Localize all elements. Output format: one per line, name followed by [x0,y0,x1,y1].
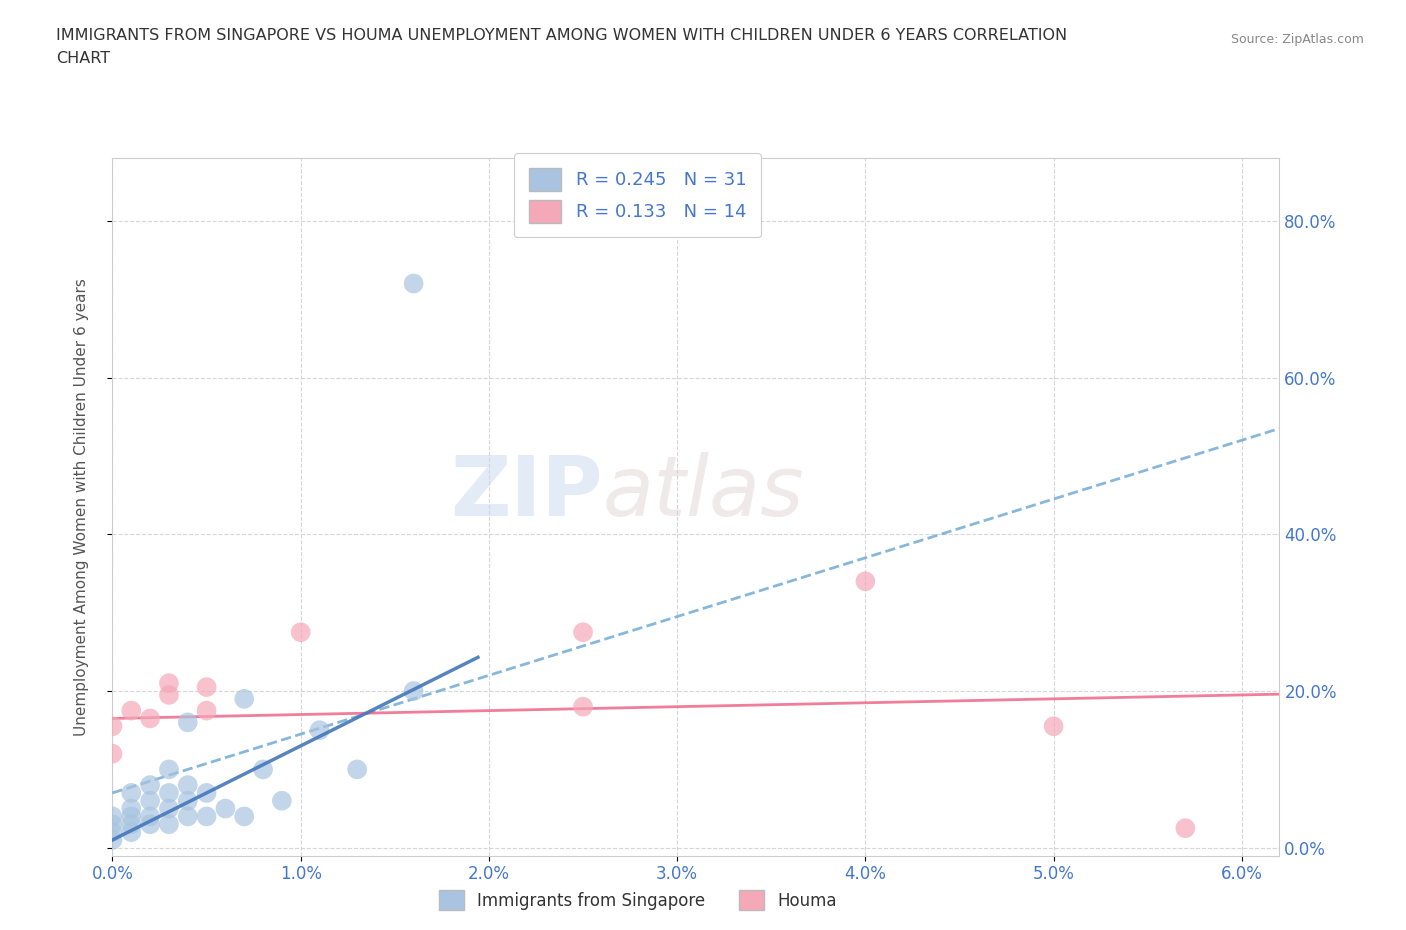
Point [308,723,330,737]
Point [120,703,142,718]
Point [157,786,180,801]
Point [177,809,200,824]
Y-axis label: Unemployment Among Women with Children Under 6 years: Unemployment Among Women with Children U… [75,278,89,736]
Text: IMMIGRANTS FROM SINGAPORE VS HOUMA UNEMPLOYMENT AMONG WOMEN WITH CHILDREN UNDER : IMMIGRANTS FROM SINGAPORE VS HOUMA UNEMP… [56,28,1067,43]
Legend: Immigrants from Singapore, Houma: Immigrants from Singapore, Houma [432,884,844,917]
Point [195,786,218,801]
Point [157,687,180,702]
Point [101,719,124,734]
Point [572,699,595,714]
Text: CHART: CHART [56,51,110,66]
Point [195,680,218,695]
Point [120,809,142,824]
Point [177,715,200,730]
Point [252,762,274,777]
Point [120,825,142,840]
Point [177,793,200,808]
Text: ZIP: ZIP [450,452,603,534]
Point [195,703,218,718]
Point [402,684,425,698]
Point [233,691,256,706]
Point [101,809,124,824]
Point [120,786,142,801]
Point [572,625,595,640]
Point [853,574,876,589]
Point [101,832,124,847]
Point [290,625,312,640]
Point [139,711,162,726]
Point [139,809,162,824]
Point [139,817,162,831]
Point [157,762,180,777]
Point [157,801,180,816]
Point [1042,719,1064,734]
Point [101,746,124,761]
Point [157,676,180,691]
Point [139,793,162,808]
Point [214,801,236,816]
Text: atlas: atlas [603,452,804,534]
Point [1174,821,1197,836]
Point [120,817,142,831]
Point [270,793,292,808]
Point [402,276,425,291]
Point [195,809,218,824]
Point [346,762,368,777]
Point [101,817,124,831]
Point [157,817,180,831]
Text: Source: ZipAtlas.com: Source: ZipAtlas.com [1230,33,1364,46]
Point [233,809,256,824]
Point [177,777,200,792]
Point [101,825,124,840]
Point [139,777,162,792]
Point [120,801,142,816]
